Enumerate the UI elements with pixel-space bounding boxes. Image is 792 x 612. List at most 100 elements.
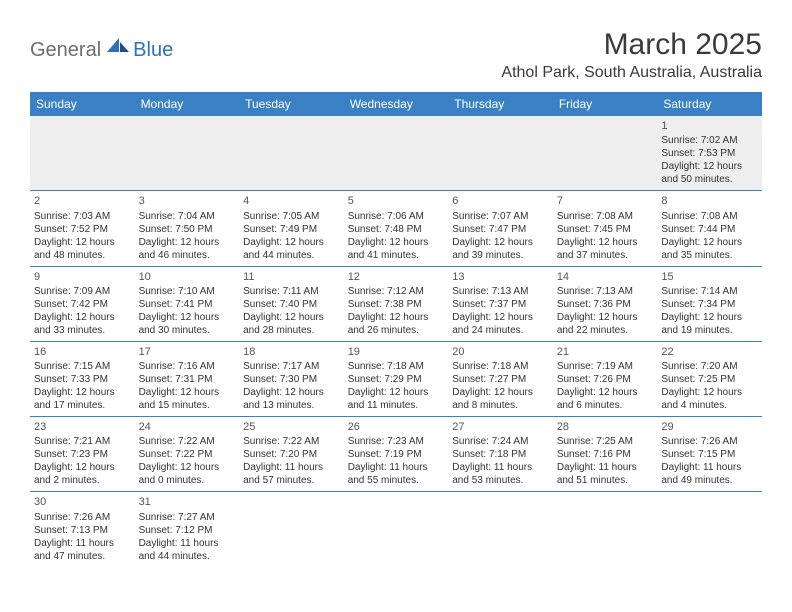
weekday-header: Sunday [30, 92, 135, 116]
day-number: 16 [34, 345, 131, 359]
empty-cell [553, 116, 658, 191]
day-cell: 24Sunrise: 7:22 AMSunset: 7:22 PMDayligh… [135, 417, 240, 492]
calendar-table: Sunday Monday Tuesday Wednesday Thursday… [30, 92, 762, 567]
day-number: 28 [557, 420, 654, 434]
day-cell: 5Sunrise: 7:06 AMSunset: 7:48 PMDaylight… [344, 191, 449, 266]
sunrise-text: Sunrise: 7:24 AM [452, 435, 549, 448]
daylight-text: and 22 minutes. [557, 324, 654, 337]
daylight-text: and 13 minutes. [243, 399, 340, 412]
daylight-text: Daylight: 12 hours [139, 386, 236, 399]
sunset-text: Sunset: 7:27 PM [452, 373, 549, 386]
daylight-text: and 49 minutes. [661, 474, 758, 487]
logo-sail-icon [105, 36, 131, 59]
sunset-text: Sunset: 7:23 PM [34, 448, 131, 461]
daylight-text: Daylight: 12 hours [557, 386, 654, 399]
calendar-row: 9Sunrise: 7:09 AMSunset: 7:42 PMDaylight… [30, 266, 762, 341]
sunrise-text: Sunrise: 7:18 AM [348, 360, 445, 373]
sunrise-text: Sunrise: 7:09 AM [34, 285, 131, 298]
sunrise-text: Sunrise: 7:10 AM [139, 285, 236, 298]
weekday-header: Thursday [448, 92, 553, 116]
day-cell: 12Sunrise: 7:12 AMSunset: 7:38 PMDayligh… [344, 266, 449, 341]
daylight-text: and 6 minutes. [557, 399, 654, 412]
day-number: 30 [34, 495, 131, 509]
weekday-header-row: Sunday Monday Tuesday Wednesday Thursday… [30, 92, 762, 116]
daylight-text: and 19 minutes. [661, 324, 758, 337]
logo: General Blue [30, 36, 173, 65]
daylight-text: and 15 minutes. [139, 399, 236, 412]
day-cell: 7Sunrise: 7:08 AMSunset: 7:45 PMDaylight… [553, 191, 658, 266]
sunrise-text: Sunrise: 7:19 AM [557, 360, 654, 373]
day-cell: 20Sunrise: 7:18 AMSunset: 7:27 PMDayligh… [448, 341, 553, 416]
daylight-text: and 30 minutes. [139, 324, 236, 337]
sunrise-text: Sunrise: 7:14 AM [661, 285, 758, 298]
calendar-row: 23Sunrise: 7:21 AMSunset: 7:23 PMDayligh… [30, 417, 762, 492]
sunrise-text: Sunrise: 7:13 AM [557, 285, 654, 298]
day-number: 8 [661, 194, 758, 208]
sunrise-text: Sunrise: 7:08 AM [661, 210, 758, 223]
empty-cell [657, 492, 762, 567]
sunrise-text: Sunrise: 7:06 AM [348, 210, 445, 223]
day-number: 2 [34, 194, 131, 208]
day-cell: 17Sunrise: 7:16 AMSunset: 7:31 PMDayligh… [135, 341, 240, 416]
daylight-text: and 37 minutes. [557, 249, 654, 262]
day-number: 19 [348, 345, 445, 359]
sunset-text: Sunset: 7:47 PM [452, 223, 549, 236]
sunrise-text: Sunrise: 7:26 AM [34, 511, 131, 524]
day-number: 11 [243, 270, 340, 284]
weekday-header: Friday [553, 92, 658, 116]
sunset-text: Sunset: 7:38 PM [348, 298, 445, 311]
month-title: March 2025 [501, 28, 762, 62]
sunset-text: Sunset: 7:30 PM [243, 373, 340, 386]
day-cell: 4Sunrise: 7:05 AMSunset: 7:49 PMDaylight… [239, 191, 344, 266]
daylight-text: Daylight: 12 hours [348, 311, 445, 324]
sunset-text: Sunset: 7:33 PM [34, 373, 131, 386]
logo-text-general: General [30, 39, 101, 62]
day-cell: 21Sunrise: 7:19 AMSunset: 7:26 PMDayligh… [553, 341, 658, 416]
day-cell: 9Sunrise: 7:09 AMSunset: 7:42 PMDaylight… [30, 266, 135, 341]
day-number: 10 [139, 270, 236, 284]
daylight-text: Daylight: 12 hours [557, 311, 654, 324]
sunrise-text: Sunrise: 7:03 AM [34, 210, 131, 223]
day-cell: 11Sunrise: 7:11 AMSunset: 7:40 PMDayligh… [239, 266, 344, 341]
day-number: 17 [139, 345, 236, 359]
day-number: 20 [452, 345, 549, 359]
daylight-text: Daylight: 12 hours [452, 386, 549, 399]
day-number: 22 [661, 345, 758, 359]
day-number: 3 [139, 194, 236, 208]
sunrise-text: Sunrise: 7:11 AM [243, 285, 340, 298]
daylight-text: and 55 minutes. [348, 474, 445, 487]
empty-cell [344, 116, 449, 191]
weekday-header: Wednesday [344, 92, 449, 116]
calendar-row: 1Sunrise: 7:02 AMSunset: 7:53 PMDaylight… [30, 116, 762, 191]
daylight-text: and 35 minutes. [661, 249, 758, 262]
day-cell: 25Sunrise: 7:22 AMSunset: 7:20 PMDayligh… [239, 417, 344, 492]
day-number: 27 [452, 420, 549, 434]
sunrise-text: Sunrise: 7:22 AM [139, 435, 236, 448]
sunrise-text: Sunrise: 7:21 AM [34, 435, 131, 448]
daylight-text: Daylight: 12 hours [348, 236, 445, 249]
sunset-text: Sunset: 7:25 PM [661, 373, 758, 386]
empty-cell [553, 492, 658, 567]
day-cell: 27Sunrise: 7:24 AMSunset: 7:18 PMDayligh… [448, 417, 553, 492]
sunrise-text: Sunrise: 7:15 AM [34, 360, 131, 373]
day-cell: 29Sunrise: 7:26 AMSunset: 7:15 PMDayligh… [657, 417, 762, 492]
day-number: 5 [348, 194, 445, 208]
daylight-text: and 48 minutes. [34, 249, 131, 262]
day-number: 7 [557, 194, 654, 208]
daylight-text: and 2 minutes. [34, 474, 131, 487]
daylight-text: Daylight: 12 hours [139, 236, 236, 249]
sunrise-text: Sunrise: 7:07 AM [452, 210, 549, 223]
day-cell: 15Sunrise: 7:14 AMSunset: 7:34 PMDayligh… [657, 266, 762, 341]
day-cell: 19Sunrise: 7:18 AMSunset: 7:29 PMDayligh… [344, 341, 449, 416]
daylight-text: Daylight: 12 hours [139, 461, 236, 474]
day-cell: 16Sunrise: 7:15 AMSunset: 7:33 PMDayligh… [30, 341, 135, 416]
day-cell: 31Sunrise: 7:27 AMSunset: 7:12 PMDayligh… [135, 492, 240, 567]
sunrise-text: Sunrise: 7:13 AM [452, 285, 549, 298]
day-cell: 23Sunrise: 7:21 AMSunset: 7:23 PMDayligh… [30, 417, 135, 492]
sunrise-text: Sunrise: 7:18 AM [452, 360, 549, 373]
day-cell: 28Sunrise: 7:25 AMSunset: 7:16 PMDayligh… [553, 417, 658, 492]
daylight-text: Daylight: 11 hours [243, 461, 340, 474]
daylight-text: and 50 minutes. [661, 173, 758, 186]
sunrise-text: Sunrise: 7:27 AM [139, 511, 236, 524]
day-cell: 26Sunrise: 7:23 AMSunset: 7:19 PMDayligh… [344, 417, 449, 492]
